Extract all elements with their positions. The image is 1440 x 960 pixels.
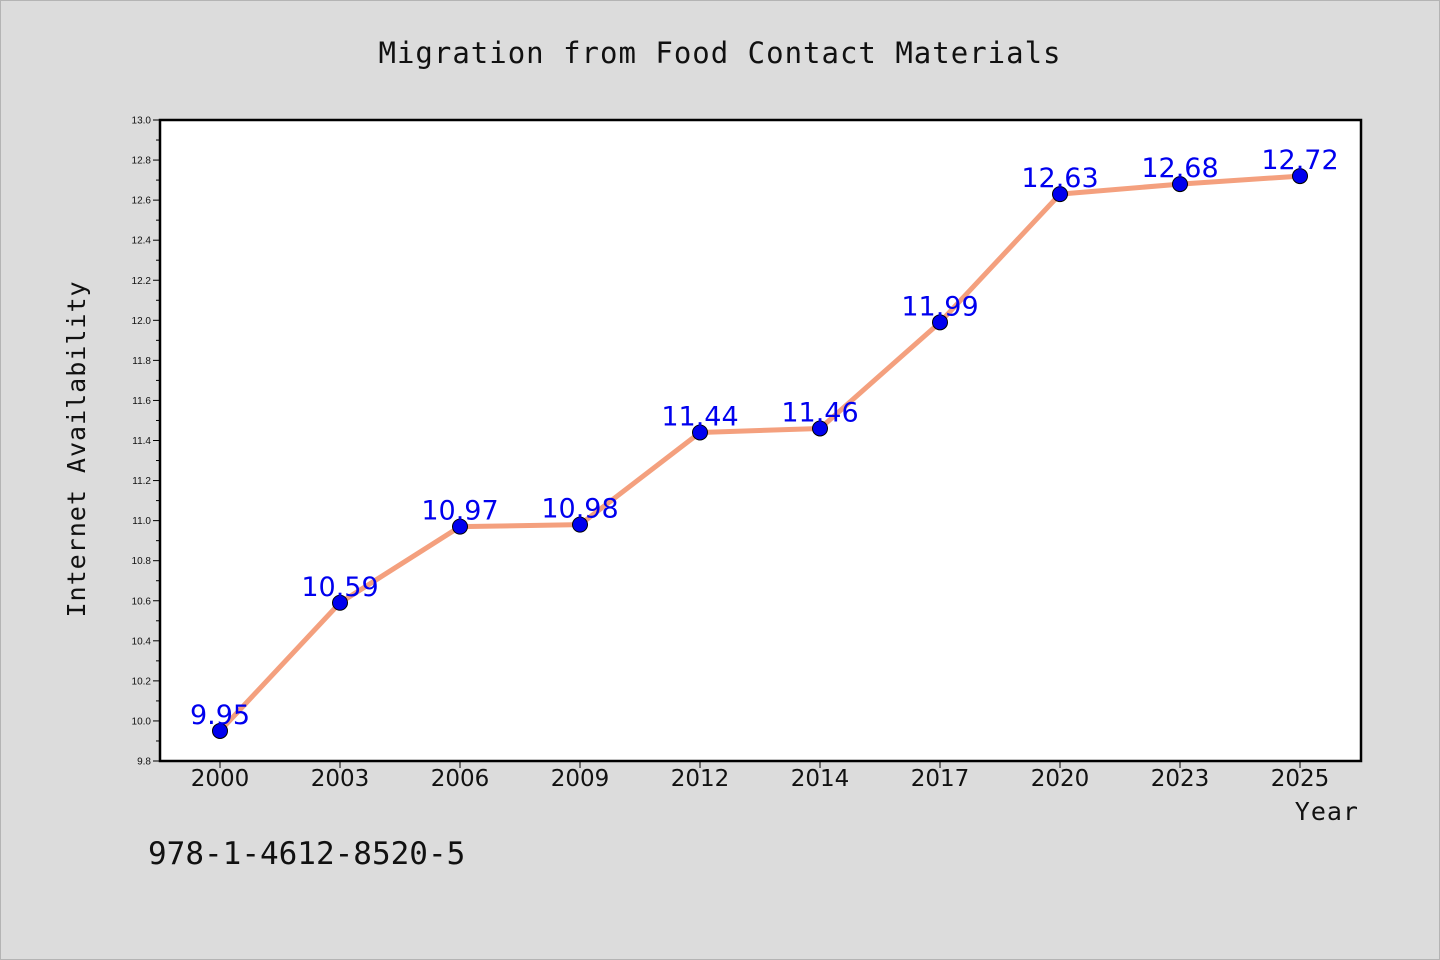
y-axis: 9.8 10.0 10.2 10.4 10.6 10.8 11.0 11.2 11.4 11.6 1… xyxy=(132,116,160,768)
data-label: 11.44 xyxy=(661,401,738,432)
x-tick-label: 2017 xyxy=(911,766,970,792)
x-tick-label: 2000 xyxy=(191,766,250,792)
x-tick-label: 2003 xyxy=(311,766,370,792)
data-label: 10.97 xyxy=(421,496,498,527)
x-axis-label: Year xyxy=(1295,797,1359,826)
y-tick-label: 11.8 xyxy=(132,356,151,367)
data-label: 9.95 xyxy=(190,700,250,731)
y-tick-label: 11.0 xyxy=(132,516,151,527)
data-point xyxy=(692,424,708,441)
data-label: 12.63 xyxy=(1021,163,1098,194)
y-tick-label: 10.6 xyxy=(132,596,152,607)
y-tick-label: 10.0 xyxy=(132,716,152,727)
series-group: 9.95 10.59 10.97 10.98 11.44 11.46 11.99 12.63 1… xyxy=(190,145,1339,739)
y-tick-label: 12.2 xyxy=(132,276,152,287)
data-point xyxy=(452,518,468,535)
data-point xyxy=(572,516,588,533)
data-label: 10.98 xyxy=(541,494,618,525)
x-tick-label: 2020 xyxy=(1031,766,1090,792)
data-label: 11.46 xyxy=(781,397,858,428)
x-tick-label: 2012 xyxy=(671,766,730,792)
data-label: 12.72 xyxy=(1261,145,1338,176)
data-label: 11.99 xyxy=(901,291,978,322)
y-tick-label: 9.8 xyxy=(137,757,151,768)
data-point xyxy=(1292,168,1308,185)
chart-title: Migration from Food Contact Materials xyxy=(378,36,1061,70)
x-axis: 2000 2003 2006 2009 2012 2014 2017 2020 2023 2025 xyxy=(191,761,1330,792)
y-tick-label: 10.8 xyxy=(132,556,152,567)
series-line xyxy=(217,173,1303,734)
x-tick-label: 2023 xyxy=(1151,766,1210,792)
y-tick-label: 10.4 xyxy=(132,636,152,647)
x-tick-label: 2025 xyxy=(1271,766,1330,792)
data-label: 12.68 xyxy=(1141,153,1218,184)
x-tick-label: 2014 xyxy=(791,766,850,792)
y-tick-label: 12.8 xyxy=(132,156,152,167)
data-point xyxy=(1172,176,1188,193)
y-tick-label: 10.2 xyxy=(132,676,152,687)
plot-area xyxy=(158,118,1363,763)
data-point xyxy=(932,314,948,331)
y-tick-label: 12.0 xyxy=(132,316,152,327)
y-tick-label: 11.2 xyxy=(132,476,151,487)
data-point xyxy=(332,594,348,611)
x-tick-label: 2006 xyxy=(431,766,490,792)
data-label: 10.59 xyxy=(301,572,378,603)
y-axis-label: Internet Availability xyxy=(62,280,91,617)
y-tick-label: 13.0 xyxy=(132,116,152,127)
y-tick-label: 11.4 xyxy=(132,436,151,447)
y-tick-label: 12.4 xyxy=(132,236,152,247)
footnote-isbn: 978-1-4612-8520-5 xyxy=(148,836,465,872)
y-tick-label: 12.6 xyxy=(132,196,152,207)
x-tick-label: 2009 xyxy=(551,766,610,792)
y-tick-label: 11.6 xyxy=(132,396,151,407)
data-point xyxy=(1052,186,1068,203)
data-point xyxy=(212,722,228,739)
data-point xyxy=(812,420,828,437)
